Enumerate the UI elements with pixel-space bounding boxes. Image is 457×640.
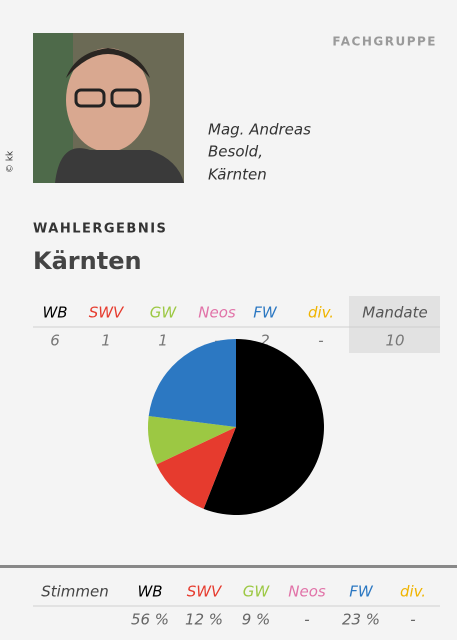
vote-share: - — [304, 611, 309, 629]
party-header: Neos — [198, 304, 236, 322]
party-header: Neos — [288, 583, 326, 601]
party-header: div. — [308, 304, 334, 322]
caption-line: Besold, — [208, 143, 263, 161]
party-header: SWV — [187, 583, 223, 601]
mandate-value: - — [318, 332, 323, 350]
mandate-header: Mandate — [362, 304, 427, 322]
caption-line: Mag. Andreas — [208, 121, 311, 139]
party-header: GW — [150, 304, 178, 322]
mandate-value: 1 — [101, 332, 111, 350]
photo — [33, 33, 184, 183]
caption-line: Kärnten — [208, 166, 267, 184]
party-header: SWV — [89, 304, 125, 322]
mandate-value: 1 — [158, 332, 168, 350]
card: © kk FACHGRUPPE Mag. Andreas Besold, Kär… — [0, 0, 457, 640]
party-header: div. — [400, 583, 426, 601]
party-header: FW — [349, 583, 374, 601]
party-header: WB — [42, 304, 67, 322]
party-header: WB — [137, 583, 162, 601]
page: {"header": {"label": "FACHGRUPPE", "phot… — [0, 0, 457, 640]
vote-share: 12 % — [185, 611, 223, 629]
vote-share: 56 % — [131, 611, 169, 629]
photo-credit: © kk — [6, 150, 16, 173]
row-label: Stimmen — [41, 583, 109, 601]
party-header: FW — [253, 304, 278, 322]
vote-share: 9 % — [242, 611, 271, 629]
divider — [0, 565, 457, 568]
vote-share: 23 % — [342, 611, 380, 629]
mandate-total: 10 — [385, 332, 404, 350]
section-title: Kärnten — [33, 247, 142, 275]
vote-share: - — [410, 611, 415, 629]
header-label: FACHGRUPPE — [332, 35, 437, 49]
mandate-value: 6 — [50, 332, 60, 350]
party-header: GW — [243, 583, 271, 601]
section-label: WAHLERGEBNIS — [33, 222, 167, 237]
